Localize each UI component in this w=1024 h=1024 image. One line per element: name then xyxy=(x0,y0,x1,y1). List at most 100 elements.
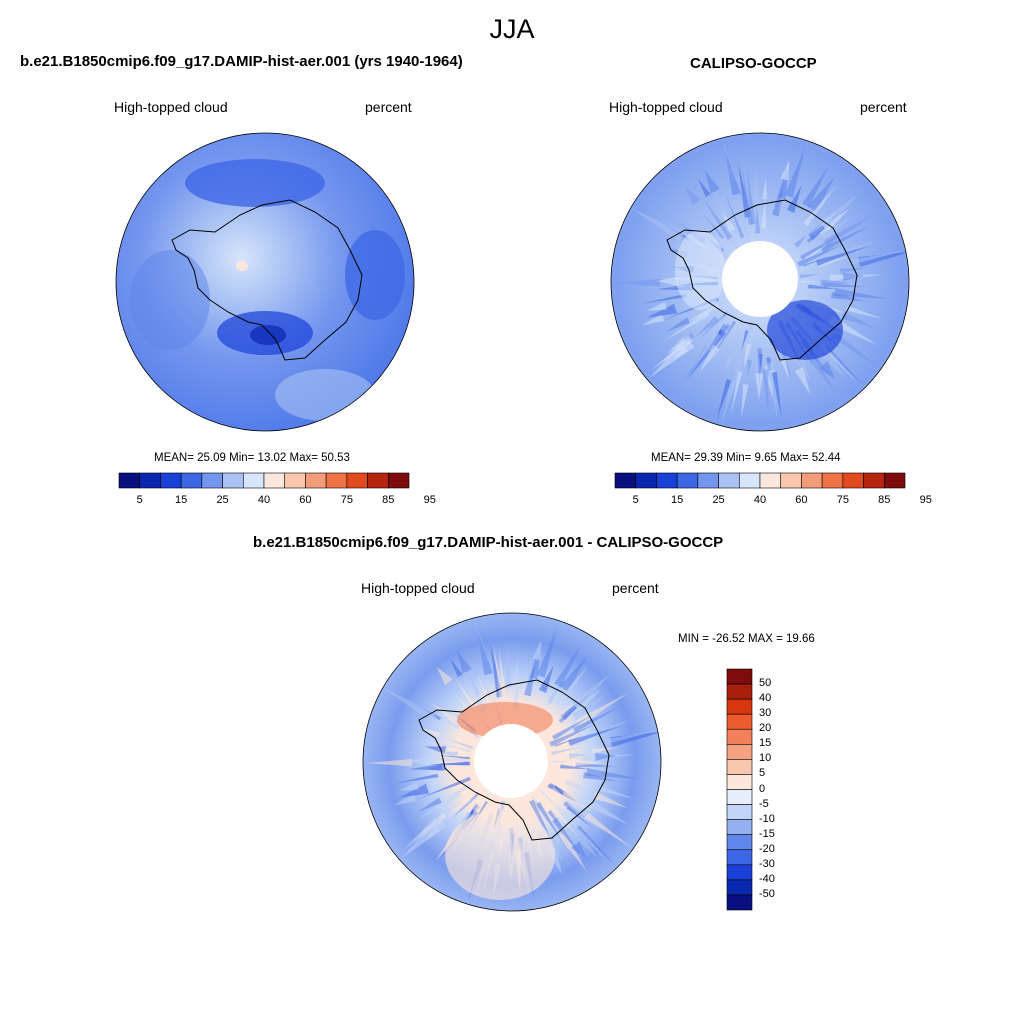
diff-colorbar-box xyxy=(726,774,753,790)
obs-units-label: percent xyxy=(860,99,907,115)
model-stats: MEAN= 25.09 Min= 13.02 Max= 50.53 xyxy=(154,452,350,464)
map-texture-streak xyxy=(823,345,865,387)
model-colorbar-box xyxy=(118,472,141,489)
map-texture-streak xyxy=(571,673,611,710)
map-texture-streak xyxy=(793,235,807,248)
diff-colorbar-box xyxy=(726,894,753,911)
map-texture-streak xyxy=(820,343,859,384)
map-texture-streak xyxy=(438,751,459,758)
map-texture-streak xyxy=(456,650,472,674)
obs-colorbar-tick-label: 60 xyxy=(795,494,808,506)
model-colorbar xyxy=(118,472,410,489)
map-texture-streak xyxy=(595,753,618,761)
map-texture-streak xyxy=(784,148,805,198)
obs-colorbar-box xyxy=(842,472,864,489)
diff-colorbar-box xyxy=(726,698,753,715)
diff-colorbar-box xyxy=(726,683,753,700)
map-texture-streak xyxy=(832,332,881,369)
model-colorbar-tick-label: 60 xyxy=(299,494,312,506)
map-texture-streak xyxy=(800,234,842,260)
diff-colorbar-tick-label: -50 xyxy=(759,887,775,900)
obs-colorbar-box xyxy=(821,472,844,489)
map-texture-streak xyxy=(540,790,578,827)
model-colorbar-tick-label: 5 xyxy=(136,494,143,506)
diff-colorbar-tick-label: 30 xyxy=(759,707,772,720)
map-texture-streak xyxy=(409,762,446,771)
map-texture-streak xyxy=(552,817,581,856)
obs-colorbar-tick-label: 95 xyxy=(919,494,932,506)
model-colorbar-tick-label: 25 xyxy=(216,494,229,506)
diff-map xyxy=(362,612,662,912)
map-texture-streak xyxy=(742,217,751,243)
map-texture-streak xyxy=(800,280,817,283)
map-texture-streak xyxy=(823,212,877,247)
map-texture-streak xyxy=(572,823,611,864)
diff-colorbar-box xyxy=(726,744,753,760)
map-texture-streak xyxy=(780,358,790,380)
model-variable-label: High-topped cloud xyxy=(114,99,228,115)
obs-colorbar-tick-label: 5 xyxy=(632,494,639,506)
diff-colorbar-box xyxy=(726,879,753,896)
map-texture-streak xyxy=(744,343,752,369)
map-texture-streak xyxy=(730,359,744,399)
map-texture-streak xyxy=(582,772,618,782)
diff-colorbar-tick-label: -10 xyxy=(759,812,775,825)
obs-colorbar-box xyxy=(614,472,637,489)
map-texture-streak xyxy=(723,355,734,374)
model-map xyxy=(115,132,415,432)
diff-colorbar-box xyxy=(726,728,753,745)
map-texture-streak xyxy=(822,208,850,232)
obs-colorbar-tick-label: 15 xyxy=(671,494,684,506)
map-texture-streak xyxy=(722,140,737,183)
map-texture-streak xyxy=(701,315,726,339)
map-texture-streak xyxy=(418,817,439,834)
model-colorbar-tick-label: 85 xyxy=(382,494,395,506)
map-texture-streak xyxy=(436,667,453,685)
map-texture-streak xyxy=(416,791,462,821)
map-texture-streak xyxy=(420,727,441,738)
map-texture-streak xyxy=(780,159,790,181)
diff-colorbar-box xyxy=(726,834,753,851)
map-texture-streak xyxy=(536,801,566,847)
model-colorbar-tick-label: 75 xyxy=(340,494,353,506)
map-texture-streak xyxy=(466,671,481,696)
map-texture-streak xyxy=(554,645,582,688)
obs-colorbar-tick-label: 85 xyxy=(878,494,891,506)
diff-colorbar-tick-label: -40 xyxy=(759,872,775,885)
model-colorbar-box xyxy=(387,472,410,489)
map-texture-streak xyxy=(674,339,695,359)
map-texture-streak xyxy=(820,279,850,286)
map-texture-streak xyxy=(558,704,580,723)
map-texture-streak xyxy=(417,797,442,813)
map-texture-streak xyxy=(566,806,594,829)
diff-colorbar-box xyxy=(726,713,753,730)
map-texture-streak xyxy=(698,179,711,198)
map-texture-streak xyxy=(797,242,847,267)
map-texture-streak xyxy=(683,345,713,381)
map-texture-streak xyxy=(755,373,764,401)
map-texture-streak xyxy=(552,714,594,740)
map-texture-streak xyxy=(819,215,854,241)
diff-colorbar-tick-label: 0 xyxy=(759,782,766,795)
map-texture-streak xyxy=(845,305,883,319)
map-texture-streak xyxy=(408,756,431,766)
map-texture-streak xyxy=(759,353,763,372)
obs-colorbar-box xyxy=(738,472,761,489)
map-texture-streak xyxy=(820,225,870,253)
obs-colorbar-box xyxy=(759,472,782,489)
obs-colorbar-box xyxy=(883,472,906,489)
obs-colorbar-box xyxy=(801,472,823,489)
map-texture-streak xyxy=(571,841,587,860)
diff-colorbar-tick-label: -5 xyxy=(759,797,769,810)
map-texture-streak xyxy=(818,255,853,268)
map-texture-streak xyxy=(646,302,667,311)
obs-colorbar-box xyxy=(676,472,699,489)
diff-panel-title: b.e21.B1850cmip6.f09_g17.DAMIP-hist-aer.… xyxy=(253,534,724,551)
map-texture-streak xyxy=(551,754,572,759)
map-texture-streak xyxy=(610,731,661,747)
map-texture-streak xyxy=(641,293,687,304)
obs-colorbar-box xyxy=(656,472,678,489)
map-texture-streak xyxy=(541,796,580,838)
map-texture-streak xyxy=(807,175,836,213)
map-texture-streak xyxy=(601,730,659,745)
